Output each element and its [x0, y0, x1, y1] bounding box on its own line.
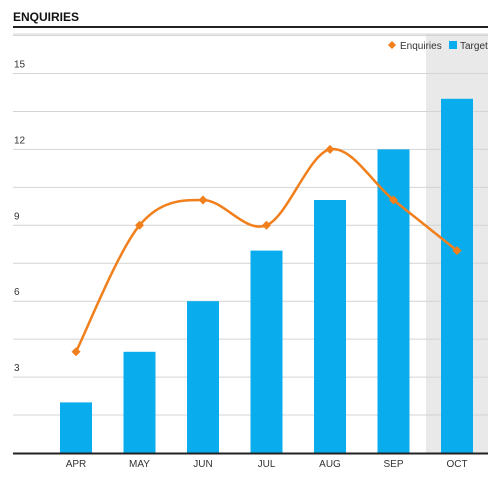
x-tick-label-oct: OCT [446, 459, 467, 470]
target-bar-jun [187, 301, 219, 453]
y-tick-label: 9 [14, 211, 20, 222]
enquiries-point-oct [452, 246, 462, 256]
enquiries-point-jun [198, 195, 208, 205]
enquiries-point-sep [389, 195, 398, 205]
target-bar-may [123, 351, 156, 453]
enquiries-point-aug [325, 144, 335, 154]
y-tick-label: 12 [14, 135, 26, 146]
legend-target-label: Target [460, 41, 488, 52]
chart-title: ENQUIRIES [13, 10, 80, 24]
x-tick-label-apr: APR [66, 459, 87, 470]
target-bar-jul [250, 250, 283, 453]
x-tick-label-jun: JUN [193, 459, 212, 470]
legend-enquiries-label: Enquiries [400, 41, 442, 52]
title-rule [13, 26, 488, 28]
legend-target-swatch [449, 41, 457, 49]
enquiries-point-apr [71, 347, 81, 357]
enquiries-point-may [135, 220, 144, 230]
x-tick-label-aug: AUG [319, 459, 341, 470]
target-bar-apr [60, 402, 92, 453]
target-bar-oct [441, 98, 473, 454]
y-tick-label: 3 [14, 363, 20, 374]
x-tick-label-jul: JUL [258, 459, 276, 470]
x-tick-label-sep: SEP [383, 459, 403, 470]
y-tick-label: 15 [14, 60, 26, 71]
legend-enquiries-marker [388, 41, 396, 49]
target-bar-sep [377, 149, 410, 453]
y-tick-label: 6 [14, 287, 20, 298]
target-bar-aug [314, 200, 346, 453]
enquiries-point-jul [262, 220, 271, 230]
x-tick-label-may: MAY [129, 459, 150, 470]
